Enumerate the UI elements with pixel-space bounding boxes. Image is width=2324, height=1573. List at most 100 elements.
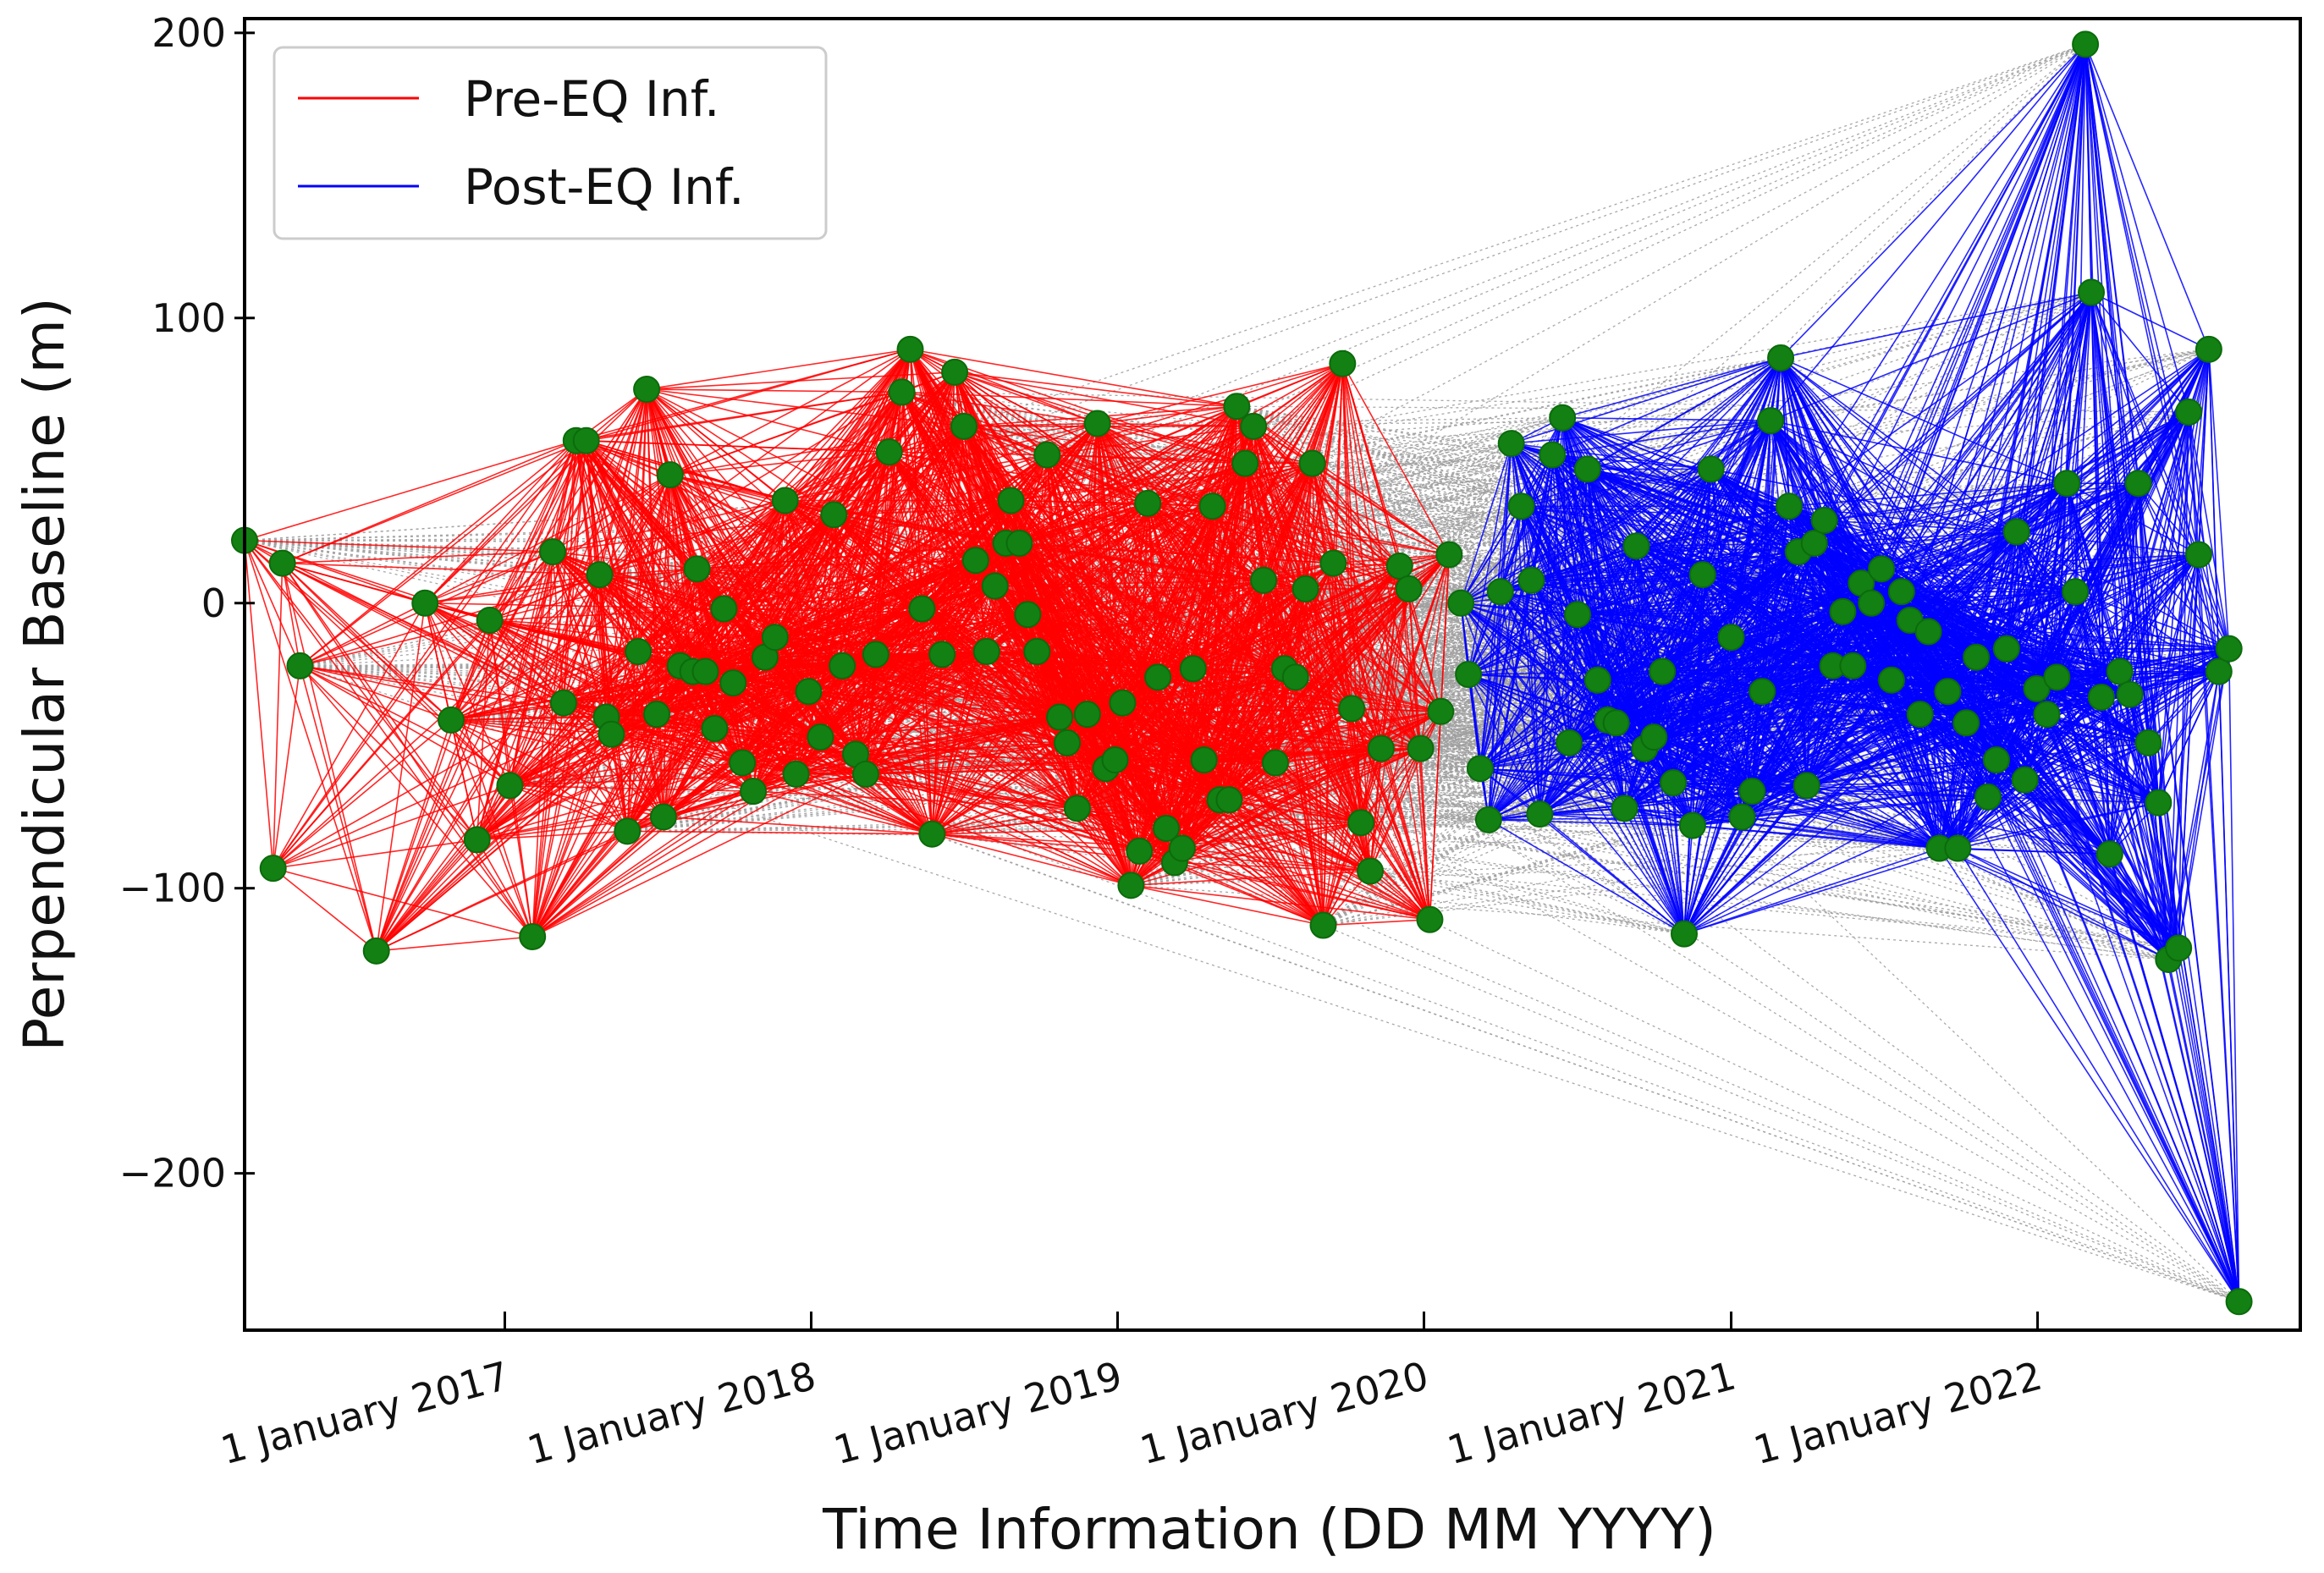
pre-eq-pair-line	[888, 452, 923, 609]
pre-eq-pair-line	[1211, 505, 1324, 926]
post-eq-pair-line	[1587, 469, 1599, 680]
pre-eq-pair-line	[1097, 422, 1246, 465]
pre-eq-pair-line	[637, 651, 664, 817]
post-eq-pair-line	[1752, 790, 1958, 850]
post-eq-pair-line	[1587, 469, 1743, 817]
pre-eq-pair-line	[531, 773, 867, 938]
cross-eq-pair-line	[1236, 405, 2076, 592]
pre-eq-pair-line	[932, 759, 1115, 835]
pre-eq-pair-line	[299, 440, 577, 667]
pre-eq-pair-line	[281, 563, 478, 840]
cross-eq-pair-line	[1047, 454, 1882, 569]
pre-eq-pair-line	[663, 816, 933, 835]
pre-eq-pair-line	[865, 742, 1068, 775]
post-eq-pair-line	[1606, 719, 1685, 934]
pre-eq-pair-line	[1263, 580, 1362, 823]
cross-eq-pair-line	[300, 665, 1655, 738]
pre-eq-pair-line	[1275, 747, 1421, 764]
pre-eq-pair-line	[1077, 503, 1148, 809]
pre-eq-pair-line	[244, 540, 478, 840]
pre-eq-pair-line	[424, 440, 577, 604]
cross-eq-pair-line	[1420, 545, 1637, 750]
pre-eq-pair-line	[299, 665, 377, 952]
pre-eq-pair-line	[273, 867, 377, 952]
pre-eq-pair-line	[282, 439, 587, 564]
pre-eq-pair-line	[450, 440, 577, 721]
pre-eq-pair-line	[626, 389, 647, 832]
pre-eq-pair-line	[741, 657, 766, 763]
pre-eq-pair-line	[656, 713, 743, 764]
pre-eq-pair-line	[900, 392, 1078, 809]
cross-eq-pair-line	[1380, 469, 1589, 749]
pre-eq-pair-line	[424, 388, 647, 604]
post-eq-pair-line	[1788, 505, 1834, 667]
post-eq-pair-line	[1672, 782, 1685, 934]
pre-eq-pair-line	[1181, 711, 1441, 850]
pre-eq-pair-line	[1018, 542, 1159, 678]
pre-eq-pair-line	[796, 773, 933, 835]
pre-eq-pair-line	[1244, 463, 1286, 669]
pre-eq-pair-line	[1138, 677, 1159, 851]
post-eq-pair-line	[1661, 670, 1940, 850]
pre-eq-pair-line	[610, 734, 664, 817]
post-eq-pair-line	[1761, 421, 1771, 692]
pre-eq-pair-line	[476, 830, 628, 841]
pre-eq-pair-line	[509, 702, 564, 786]
pre-eq-pair-line	[1096, 423, 1159, 678]
pre-eq-pair-line	[941, 653, 1078, 809]
pre-eq-pair-line	[1096, 423, 1176, 863]
cross-eq-pair-line	[932, 690, 1948, 835]
pre-eq-pair-line	[1174, 506, 1214, 863]
pre-eq-pair-line	[375, 388, 647, 952]
pre-eq-pair-line	[680, 500, 786, 667]
post-eq-pair-line	[1661, 469, 1712, 672]
pre-eq-pair-line	[1096, 423, 1141, 851]
pre-eq-pair-line	[1341, 363, 1431, 920]
pre-eq-pair-line	[663, 671, 694, 817]
post-eq-pair-line	[1530, 580, 1570, 744]
post-eq-pair-line	[1653, 737, 1685, 934]
post-eq-pair-line	[1552, 454, 1711, 470]
pre-eq-pair-line	[875, 654, 933, 834]
post-eq-pair-line	[1468, 443, 1512, 675]
pre-eq-pair-line	[476, 839, 533, 938]
pre-eq-pair-line	[563, 440, 577, 703]
post-eq-pair-line	[1672, 574, 1704, 784]
pre-eq-pair-line	[921, 371, 955, 609]
cross-eq-pair-line	[1380, 420, 1771, 750]
post-eq-pair-line	[1661, 582, 1862, 673]
cross-eq-pair-line	[300, 657, 1977, 667]
pre-eq-pair-line	[941, 559, 977, 655]
pre-eq-pair-line	[282, 562, 564, 704]
post-eq-pair-line	[1672, 420, 1771, 784]
pre-eq-pair-line	[299, 440, 587, 667]
pre-eq-pair-line	[875, 452, 890, 655]
post-eq-pair-line	[1615, 723, 1626, 809]
pre-eq-pair-line	[1244, 463, 1431, 921]
pre-eq-pair-line	[1294, 363, 1344, 678]
post-eq-pair-line	[1692, 357, 1782, 826]
pre-eq-pair-line	[807, 371, 955, 692]
pre-eq-pair-line	[1219, 580, 1264, 800]
pre-eq-pair-line	[476, 619, 491, 840]
pre-eq-pair-line	[833, 514, 856, 755]
post-eq-pair-line	[1479, 506, 1523, 769]
pre-eq-pair-line	[1322, 588, 1410, 926]
pre-eq-pair-line	[931, 560, 977, 834]
pre-eq-pair-line	[476, 574, 601, 840]
pre-eq-pair-line	[1046, 454, 1176, 863]
cross-eq-pair-line	[1047, 454, 1703, 575]
pre-eq-pair-line	[1341, 363, 1371, 872]
post-eq-pair-line	[1710, 468, 1854, 667]
pre-eq-pair-line	[1295, 676, 1382, 750]
post-eq-pair-line	[1741, 421, 1771, 817]
pre-eq-pair-line	[865, 773, 933, 835]
cross-eq-pair-line	[1323, 591, 2076, 927]
pre-eq-pair-line	[1229, 799, 1371, 872]
pre-eq-pair-line	[723, 500, 786, 609]
pre-eq-pair-line	[450, 619, 491, 721]
post-eq-pair-line	[1488, 819, 1685, 935]
pre-eq-pair-line	[1294, 677, 1324, 926]
pre-eq-pair-line	[1284, 588, 1307, 669]
pre-eq-pair-line	[375, 440, 587, 952]
